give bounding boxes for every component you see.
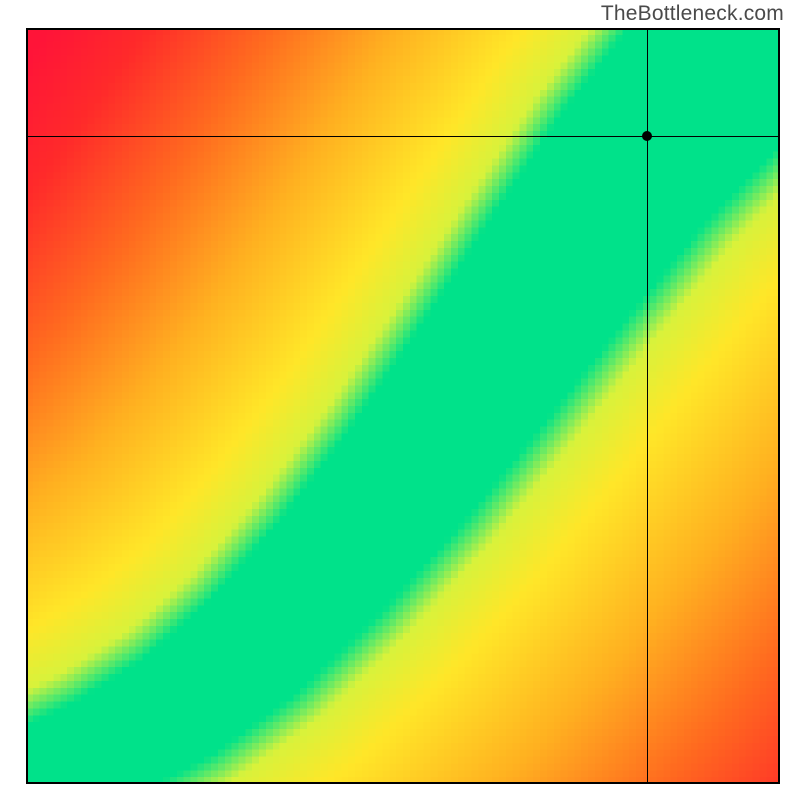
heatmap-canvas	[26, 28, 780, 784]
crosshair-horizontal	[26, 136, 780, 137]
heatmap-plot	[26, 28, 780, 784]
watermark-text: TheBottleneck.com	[601, 2, 784, 26]
marker-dot	[642, 131, 652, 141]
chart-root: { "watermark": { "text": "TheBottleneck.…	[0, 0, 800, 800]
crosshair-vertical	[647, 28, 648, 784]
